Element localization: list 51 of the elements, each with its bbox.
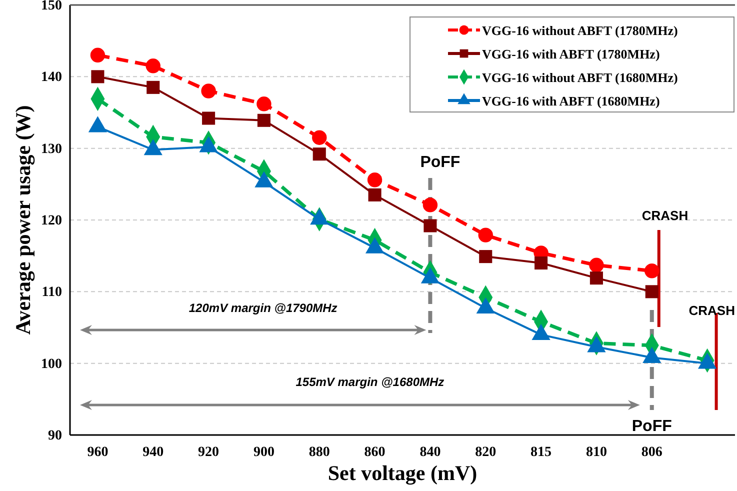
y-tick-label: 100 — [41, 356, 62, 372]
y-tick-label: 150 — [41, 0, 62, 14]
point — [478, 228, 493, 242]
x-tick-label: 820 — [475, 444, 496, 460]
point — [590, 272, 603, 285]
y-axis-title: Average power usage (W) — [11, 105, 35, 335]
point — [146, 58, 160, 74]
ref-line-label: PoFF — [420, 154, 460, 171]
point — [422, 198, 438, 212]
point — [534, 256, 548, 270]
y-tick-label: 140 — [41, 70, 62, 86]
x-tick-label: 840 — [420, 444, 441, 460]
annotation: 155mV margin @1680MHz — [296, 375, 444, 389]
annotation: 120mV margin @1790MHz — [188, 301, 338, 315]
point — [368, 188, 382, 202]
point — [424, 219, 437, 232]
x-tick-label: 815 — [530, 444, 552, 460]
legend-label: VGG-16 without ABFT (1780MHz) — [482, 23, 678, 38]
annotation: CRASH — [688, 303, 735, 318]
y-tick-label: 120 — [41, 213, 62, 228]
point — [256, 96, 272, 112]
x-tick-label: 806 — [641, 444, 662, 460]
x-tick-label: 860 — [364, 444, 386, 460]
ref-line-label: PoFF — [632, 418, 672, 435]
legend-label: VGG-16 with ABFT (1680MHz) — [482, 94, 660, 108]
x-tick-label: 940 — [142, 444, 164, 460]
point — [367, 172, 382, 188]
point — [146, 80, 160, 94]
point — [90, 48, 106, 63]
x-tick-label: 900 — [253, 444, 274, 460]
point — [644, 264, 660, 278]
point — [589, 258, 604, 272]
point — [479, 250, 492, 264]
x-tick-label: 880 — [308, 444, 330, 460]
x-tick-label: 960 — [87, 444, 108, 460]
point — [202, 112, 216, 125]
point — [91, 70, 104, 84]
y-tick-label: 130 — [41, 142, 62, 157]
x-tick-label: 810 — [586, 444, 607, 460]
point — [645, 285, 658, 298]
legend-label: VGG-16 with ABFT (1780MHz) — [482, 46, 660, 62]
point — [312, 148, 326, 161]
y-tick-label: 90 — [48, 428, 62, 444]
legend-label: VGG-16 without ABFT (1680MHz) — [482, 70, 678, 85]
x-axis-title: Set voltage (mV) — [328, 461, 478, 485]
x-tick-label: 920 — [198, 444, 220, 460]
point — [312, 130, 327, 145]
point — [201, 84, 216, 98]
y-tick-label: 110 — [42, 285, 62, 300]
point — [257, 114, 270, 127]
annotation: CRASH — [642, 208, 688, 223]
